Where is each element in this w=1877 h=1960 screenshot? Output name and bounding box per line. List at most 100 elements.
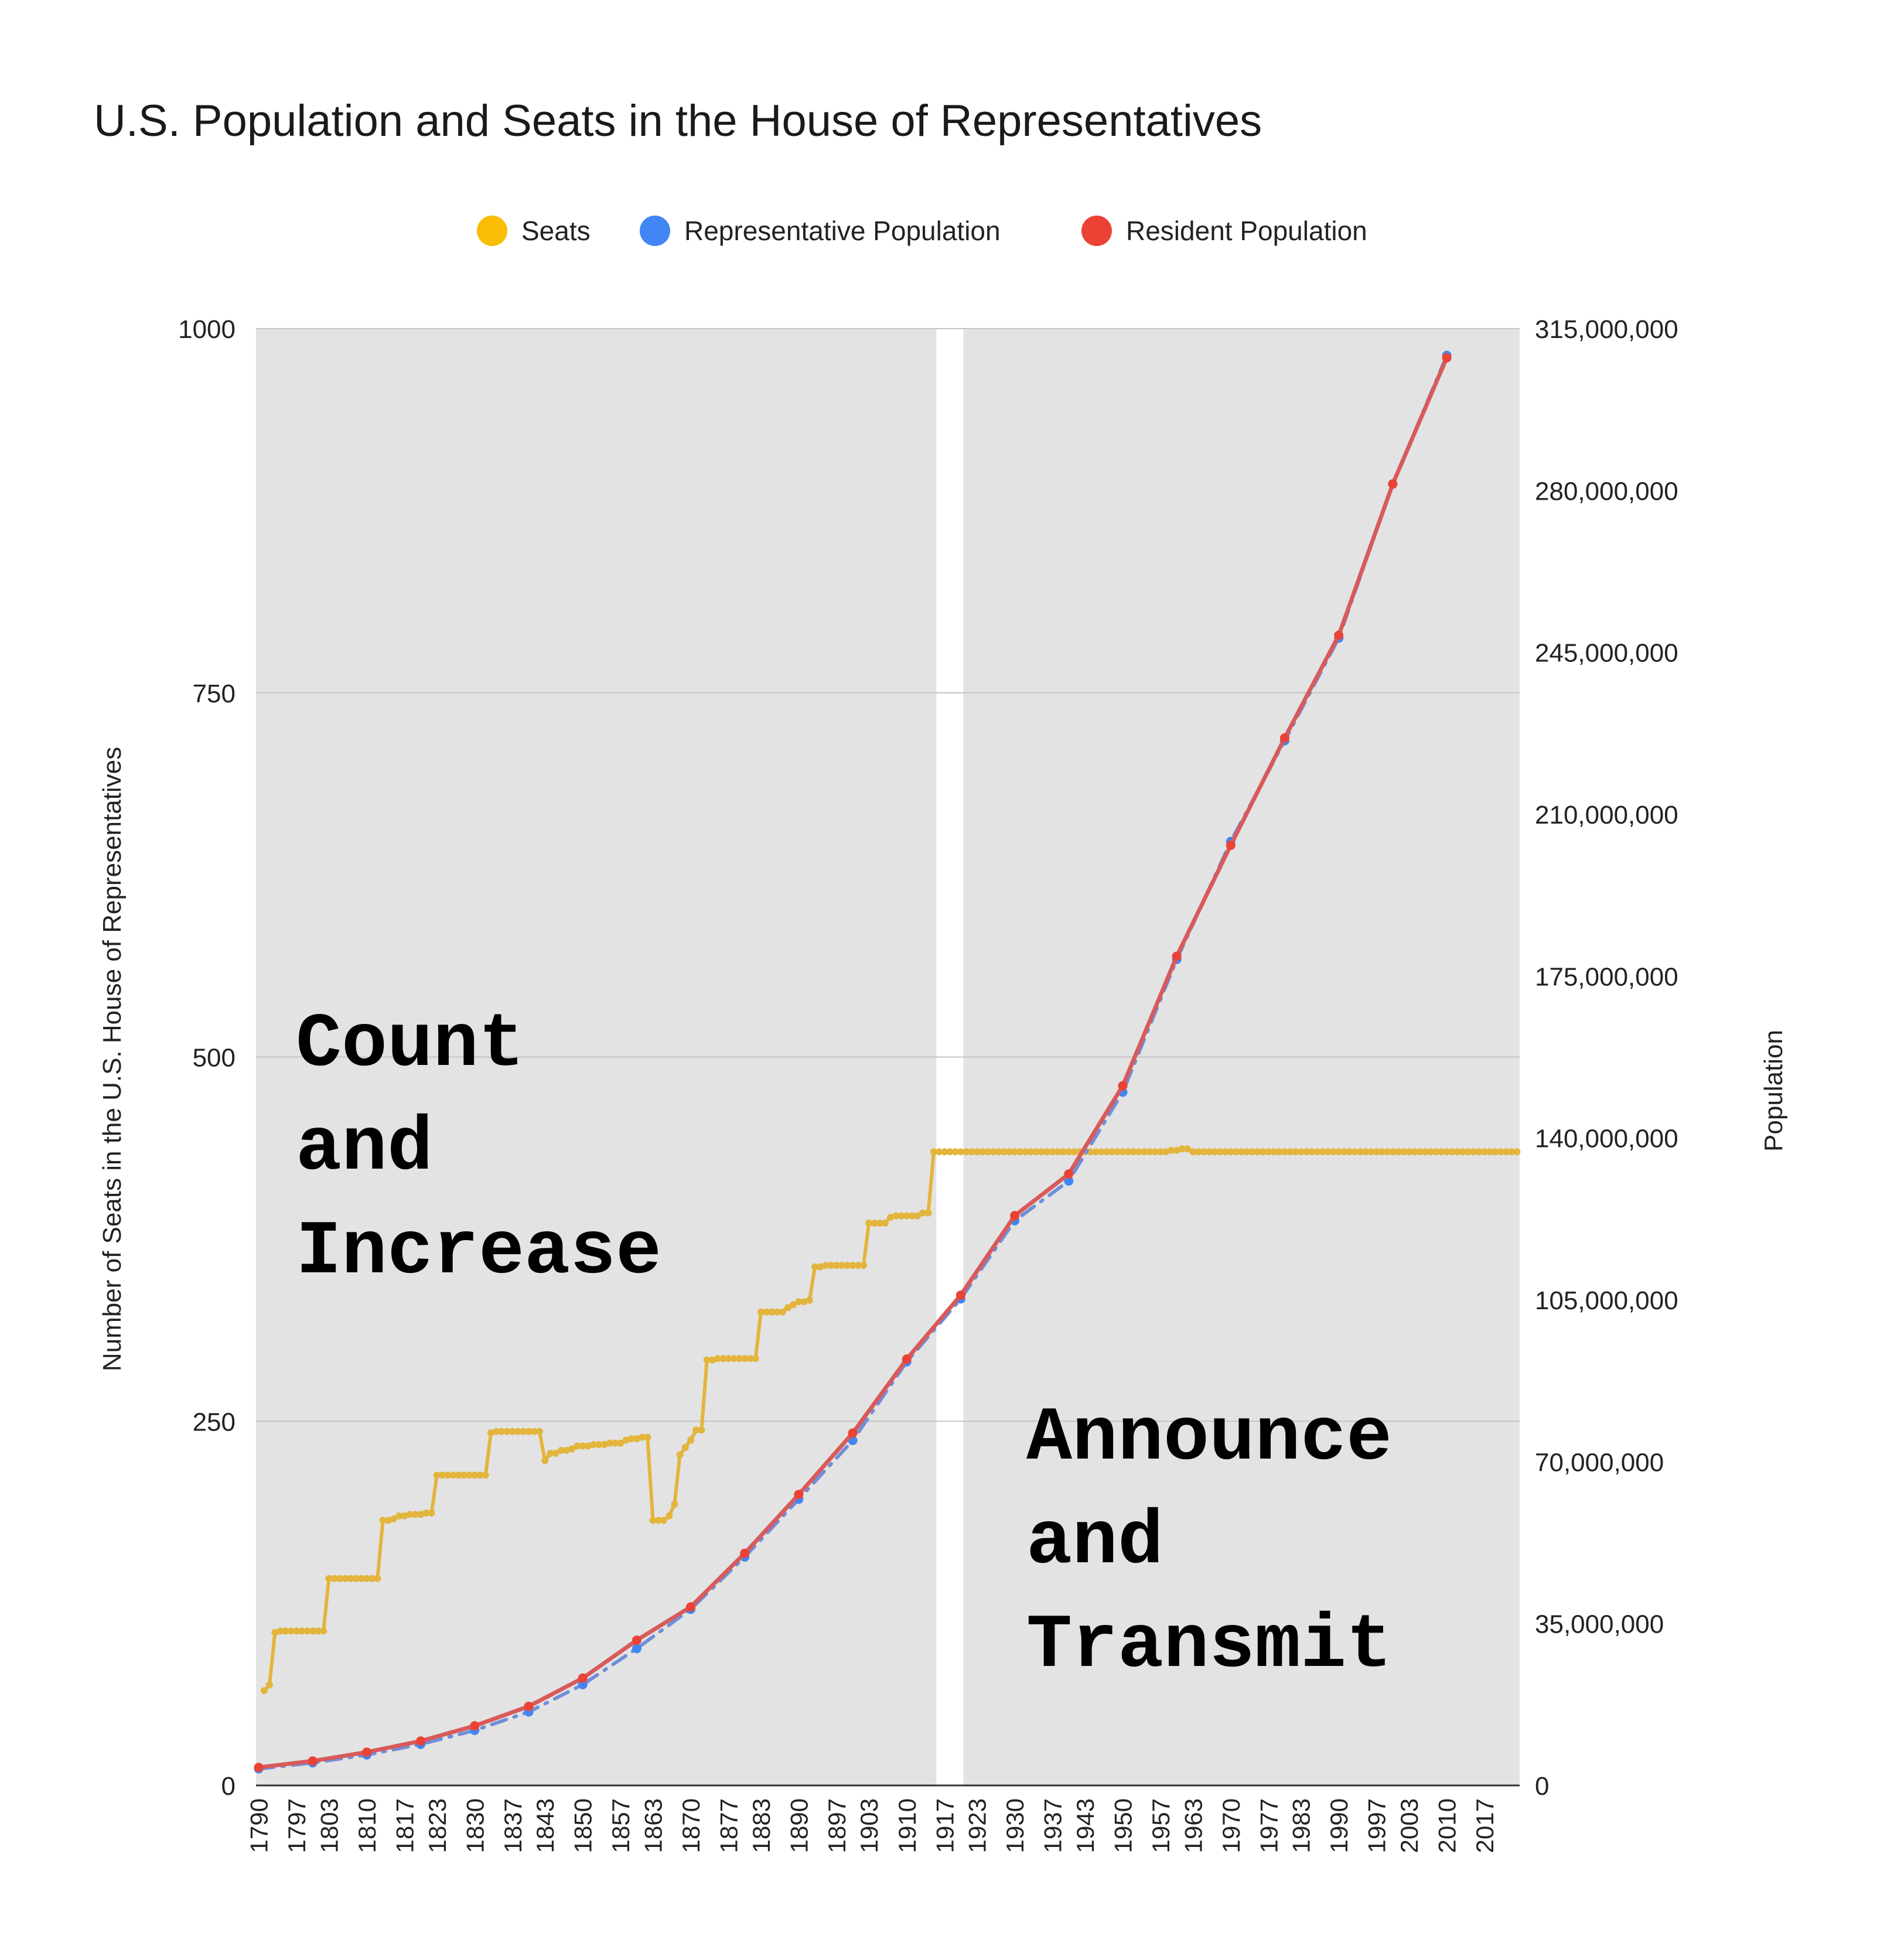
seats-series-point (832, 1262, 840, 1269)
seats-series-point (1443, 1148, 1451, 1156)
seats-series-point (363, 1575, 370, 1582)
seats-series-point (1405, 1148, 1412, 1156)
seats-series-point (957, 1148, 964, 1156)
seats-series-point (1189, 1148, 1197, 1156)
seats-series-point (633, 1435, 640, 1443)
seats-series-point (1016, 1148, 1024, 1156)
seats-series-point (525, 1428, 533, 1435)
annotation-count-line-3: Increase (296, 1210, 661, 1296)
seats-series-point (946, 1148, 954, 1156)
seats-series-point (1178, 1145, 1186, 1153)
seats-series-point (844, 1262, 851, 1269)
representative-population-series-point (1064, 1176, 1074, 1186)
seats-series-point (509, 1428, 516, 1435)
seats-series-point (590, 1441, 598, 1448)
seats-series-point (1146, 1148, 1153, 1156)
y-left-tick-label: 250 (193, 1408, 236, 1436)
seats-series-point (1492, 1148, 1499, 1156)
seats-series-point (541, 1457, 549, 1464)
seats-series-point (303, 1627, 311, 1635)
seats-series-point (811, 1263, 819, 1271)
seats-series-point (1238, 1148, 1245, 1156)
x-tick-label: 2017 (1471, 1798, 1499, 1853)
legend-representative-label: Representative Population (684, 216, 1001, 246)
seats-series-point (390, 1515, 398, 1522)
x-tick-label: 1990 (1325, 1798, 1353, 1853)
annotation-announce-line-1: Announce (1026, 1396, 1392, 1482)
seats-series-point (784, 1304, 791, 1312)
seats-series-point (1292, 1148, 1299, 1156)
seats-series-point (1168, 1146, 1175, 1154)
seats-series-point (1162, 1148, 1170, 1156)
seats-series-point (1275, 1148, 1283, 1156)
seats-series-point (1135, 1148, 1143, 1156)
seats-series-point (411, 1511, 419, 1518)
seats-series-point (600, 1441, 608, 1448)
resident-population-series-point (848, 1428, 858, 1438)
seats-series-point (660, 1517, 667, 1524)
seats-series-point (1265, 1148, 1272, 1156)
seats-series-point (617, 1439, 624, 1447)
y-right-tick-label: 35,000,000 (1535, 1610, 1664, 1639)
seats-series-point (1340, 1148, 1348, 1156)
seats-series-point (1330, 1148, 1337, 1156)
seats-series-point (401, 1512, 408, 1519)
x-tick-label: 1970 (1217, 1798, 1245, 1853)
seats-series-point (1200, 1148, 1207, 1156)
resident-population-series-point (1442, 353, 1452, 363)
seats-series-point (897, 1212, 905, 1220)
seats-series-point (1513, 1148, 1521, 1156)
seats-series-point (1184, 1145, 1192, 1153)
resident-population-series-point (1118, 1081, 1128, 1091)
seats-series-point (746, 1355, 754, 1363)
seats-series-point (757, 1308, 765, 1316)
seats-series-point (1260, 1148, 1267, 1156)
seats-series-point (963, 1148, 970, 1156)
seats-series-point (1129, 1148, 1137, 1156)
seats-series-point (444, 1471, 452, 1479)
seats-series-point (736, 1355, 743, 1363)
x-tick-label: 1870 (677, 1798, 705, 1853)
seats-series-point (336, 1575, 343, 1582)
x-tick-label: 1897 (823, 1798, 851, 1853)
resident-population-series-point (1334, 630, 1344, 640)
seats-series-point (449, 1471, 457, 1479)
seats-series-point (790, 1301, 797, 1309)
seats-series-point (298, 1627, 306, 1635)
seats-series-point (455, 1471, 462, 1479)
seats-series-point (1033, 1148, 1040, 1156)
y-right-tick-label: 70,000,000 (1535, 1448, 1664, 1477)
seats-series-point (1141, 1148, 1148, 1156)
seats-series-point (579, 1442, 586, 1450)
x-tick-label: 1883 (748, 1798, 775, 1853)
seats-series-point (271, 1628, 279, 1636)
x-tick-label: 1957 (1147, 1798, 1175, 1853)
seats-series-point (930, 1148, 937, 1156)
seats-series-point (357, 1575, 365, 1582)
seats-series-point (1313, 1148, 1321, 1156)
y-right-tick-label: 210,000,000 (1535, 801, 1678, 829)
x-tick-label: 1823 (424, 1798, 451, 1853)
seats-series-point (773, 1308, 781, 1316)
seats-series-point (1173, 1146, 1180, 1154)
seats-series-point (817, 1263, 824, 1271)
annotation-count-line-2: and (296, 1106, 433, 1192)
seats-series-point (1270, 1148, 1278, 1156)
seats-series-point (1475, 1148, 1483, 1156)
seats-series-point (1357, 1148, 1364, 1156)
seats-series-point (352, 1575, 360, 1582)
seats-series-point (1459, 1148, 1467, 1156)
seats-series-point (1438, 1148, 1445, 1156)
representative-population-series-point (578, 1679, 588, 1689)
seats-series-point (1486, 1148, 1494, 1156)
seats-series-point (1308, 1148, 1316, 1156)
seats-series-point (1011, 1148, 1019, 1156)
seats-series-point (627, 1435, 635, 1443)
seats-series-point (1027, 1148, 1035, 1156)
seats-series-point (1022, 1148, 1029, 1156)
x-tick-label: 1817 (391, 1798, 418, 1853)
seats-series-point (639, 1433, 646, 1441)
y-right-tick-label: 0 (1535, 1772, 1549, 1801)
seats-series-point (666, 1512, 673, 1519)
seats-series-point (1065, 1148, 1073, 1156)
